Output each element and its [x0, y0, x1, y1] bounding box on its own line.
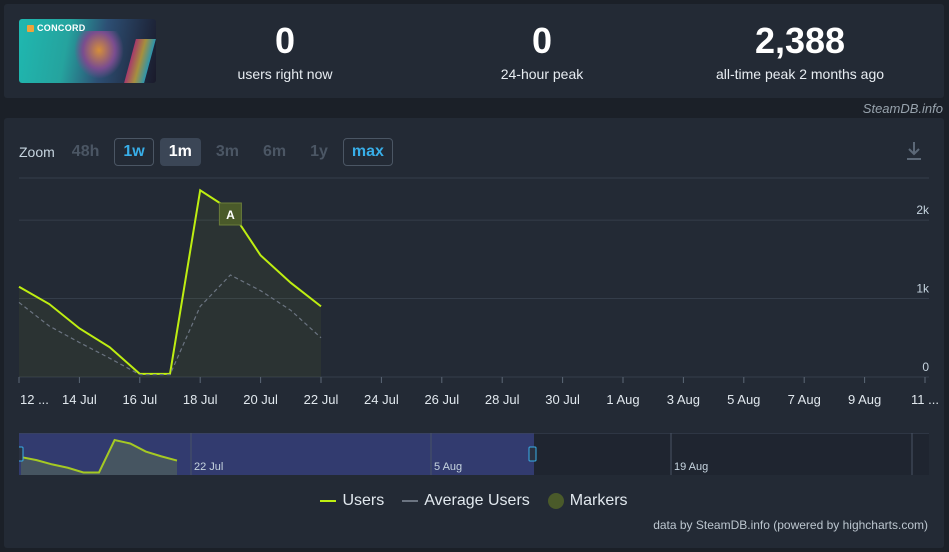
legend-item-markers[interactable]: Markers [547, 492, 628, 510]
chart-legend: Users Average Users Markers [4, 492, 944, 510]
x-tick-label: 26 Jul [424, 392, 459, 407]
zoom-1m-button[interactable]: 1m [159, 138, 201, 166]
x-tick-label: 28 Jul [485, 392, 520, 407]
zoom-max-button[interactable]: max [342, 138, 393, 166]
legend-item-average-users[interactable]: Average Users [402, 492, 530, 510]
navigator-selected-range [19, 433, 534, 475]
stat-24h-peak: 0 24-hour peak [432, 20, 652, 83]
y-tick-label: 0 [922, 360, 929, 374]
legend-label: Users [342, 492, 385, 509]
stat-value: 2,388 [754, 20, 846, 61]
x-tick-label: 9 Aug [848, 392, 881, 407]
y-tick-label: 1k [916, 282, 930, 296]
x-tick-label: 18 Jul [183, 392, 218, 407]
navigator-handle [19, 446, 24, 462]
x-tick-label: 16 Jul [122, 392, 157, 407]
x-tick-label: 5 Aug [727, 392, 760, 407]
zoom-1y-button[interactable]: 1y [310, 143, 328, 160]
legend-item-users[interactable]: Users [320, 492, 384, 510]
x-tick-label: 3 Aug [667, 392, 700, 407]
x-tick-label: 7 Aug [788, 392, 821, 407]
game-art-streak [124, 39, 156, 83]
legend-markers-swatch [547, 493, 564, 509]
x-tick-label: 14 Jul [62, 392, 97, 407]
stat-value: 0 [274, 20, 296, 61]
chart-panel: Zoom 48h 1w 1m 3m 6m 1y max 0 1k 2k 12 ... 1… [4, 118, 944, 548]
stat-users-now: 0 users right now [175, 20, 395, 83]
chart-navigator[interactable]: 22 Jul 5 Aug 19 Aug [19, 433, 929, 475]
navigator-label: 5 Aug [434, 461, 462, 473]
users-series-line [18, 188, 322, 375]
game-thumbnail[interactable]: CONCORD [19, 19, 156, 83]
download-icon[interactable] [904, 140, 924, 162]
zoom-3m-button[interactable]: 3m [215, 143, 239, 160]
legend-label: Average Users [424, 492, 530, 509]
zoom-48h-button[interactable]: 48h [71, 143, 100, 160]
navigator-label: 19 Aug [674, 461, 708, 473]
zoom-6m-button[interactable]: 6m [262, 143, 287, 160]
legend-label: Markers [569, 492, 628, 509]
x-tick-label: 12 ... [20, 392, 49, 407]
event-marker [218, 202, 242, 226]
zoom-1w-button[interactable]: 1w [114, 138, 154, 166]
x-tick-label: 30 Jul [545, 392, 580, 407]
stats-header: CONCORD 0 users right now 0 24-hour peak… [4, 4, 944, 98]
zoom-selector: Zoom 48h 1w 1m 3m 6m 1y max [19, 138, 399, 166]
legend-users-swatch [320, 500, 337, 502]
navigator-label: 22 Jul [194, 461, 223, 473]
game-logo: CONCORD [27, 23, 86, 33]
x-tick-label: 24 Jul [364, 392, 399, 407]
y-tick-label: 2k [916, 203, 930, 217]
legend-average-swatch [402, 500, 419, 502]
game-art [74, 31, 124, 79]
stat-value: 0 [531, 20, 553, 61]
zoom-label: Zoom [19, 144, 55, 160]
stat-label: 24-hour peak [500, 66, 584, 82]
x-tick-label: 1 Aug [606, 392, 639, 407]
users-area [19, 190, 321, 377]
stat-label: all-time peak 2 months ago [715, 66, 885, 82]
steamdb-attribution[interactable]: SteamDB.info [862, 101, 943, 116]
average-users-series-line [18, 274, 322, 376]
x-tick-label: 22 Jul [304, 392, 339, 407]
event-marker-label: A [226, 208, 235, 222]
player-count-chart[interactable]: 0 1k 2k 12 ... 14 Jul 16 Jul 18 Jul 20 Jul 22 Ju… [4, 173, 944, 423]
navigator-users-line [20, 438, 178, 474]
stat-all-time-peak: 2,388 all-time peak 2 months ago [690, 20, 910, 83]
x-tick-label: 11 ... [911, 392, 939, 407]
x-tick-label: 20 Jul [243, 392, 278, 407]
stat-label: users right now [237, 66, 333, 82]
navigator-handle [528, 446, 537, 462]
chart-credits[interactable]: data by SteamDB.info (powered by highcha… [653, 518, 928, 532]
